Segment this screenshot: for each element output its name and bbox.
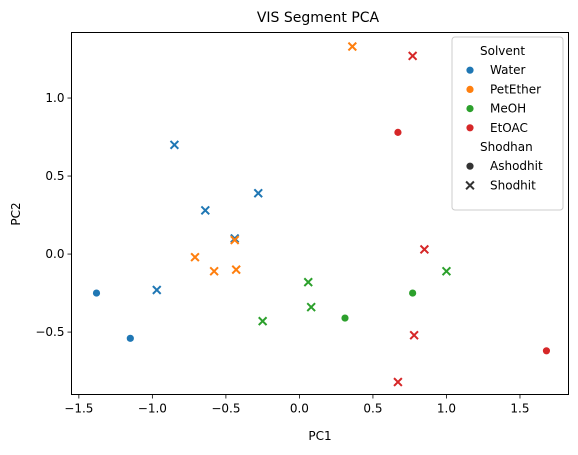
data-point	[408, 51, 418, 61]
data-point	[340, 313, 350, 323]
legend: Solvent Water PetEther MeOH EtOAC Shodhan Asho…	[451, 36, 564, 211]
x-axis-label: PC1	[308, 429, 331, 443]
legend-entry: Ashodhit	[490, 159, 543, 173]
data-point	[408, 288, 418, 298]
x-tick-label: −0.5	[211, 402, 240, 416]
data-point	[169, 140, 180, 150]
chart-title: VIS Segment PCA	[257, 10, 380, 26]
data-point	[92, 288, 101, 298]
data-point	[230, 235, 240, 245]
y-tick-label: 0.0	[45, 247, 64, 261]
plot-area	[92, 41, 551, 387]
legend-marker	[465, 123, 475, 133]
x-tick-label: 0.5	[363, 402, 382, 416]
legend-title-shodhan: Shodhan	[480, 140, 533, 154]
data-point	[419, 244, 430, 255]
data-point	[393, 127, 403, 137]
data-point	[125, 333, 135, 343]
data-point	[347, 41, 357, 52]
legend-entry: EtOAC	[490, 121, 528, 135]
data-point	[152, 285, 162, 295]
legend-title-solvent: Solvent	[480, 44, 525, 58]
legend-entry: Shodhit	[490, 178, 536, 192]
y-axis: −0.5 0.0 0.5 1.0	[35, 91, 72, 339]
legend-marker	[465, 104, 475, 113]
x-axis: −1.5 −1.0 −0.5 0.0 0.5 1.0 1.5	[64, 394, 530, 416]
x-tick-label: −1.0	[138, 402, 167, 416]
data-point	[209, 266, 219, 276]
y-tick-label: 1.0	[45, 91, 64, 105]
data-point	[303, 277, 313, 287]
data-point	[230, 233, 240, 244]
plot-frame	[71, 32, 569, 395]
legend-box	[451, 36, 564, 211]
data-point	[306, 302, 316, 312]
y-axis-label: PC2	[9, 202, 23, 225]
legend-marker	[465, 85, 475, 94]
x-tick-label: 1.0	[437, 402, 456, 416]
data-point	[200, 205, 210, 215]
data-point	[393, 377, 403, 387]
data-point	[409, 330, 419, 340]
x-tick-label: 1.5	[510, 402, 529, 416]
y-tick-label: −0.5	[35, 325, 64, 339]
legend-entry: MeOH	[490, 102, 526, 116]
x-tick-label: −1.5	[64, 402, 93, 416]
data-point	[231, 265, 241, 275]
legend-entry: PetEther	[490, 82, 541, 96]
legend-marker	[465, 180, 475, 191]
y-tick-label: 0.5	[45, 169, 64, 183]
x-tick-label: 0.0	[290, 402, 309, 416]
data-point	[258, 316, 268, 326]
data-point	[190, 252, 200, 262]
legend-marker	[465, 161, 475, 171]
data-point	[253, 188, 263, 198]
data-point	[542, 346, 551, 356]
legend-entry: Water	[490, 63, 526, 77]
data-point	[441, 266, 452, 276]
legend-marker	[465, 65, 475, 75]
